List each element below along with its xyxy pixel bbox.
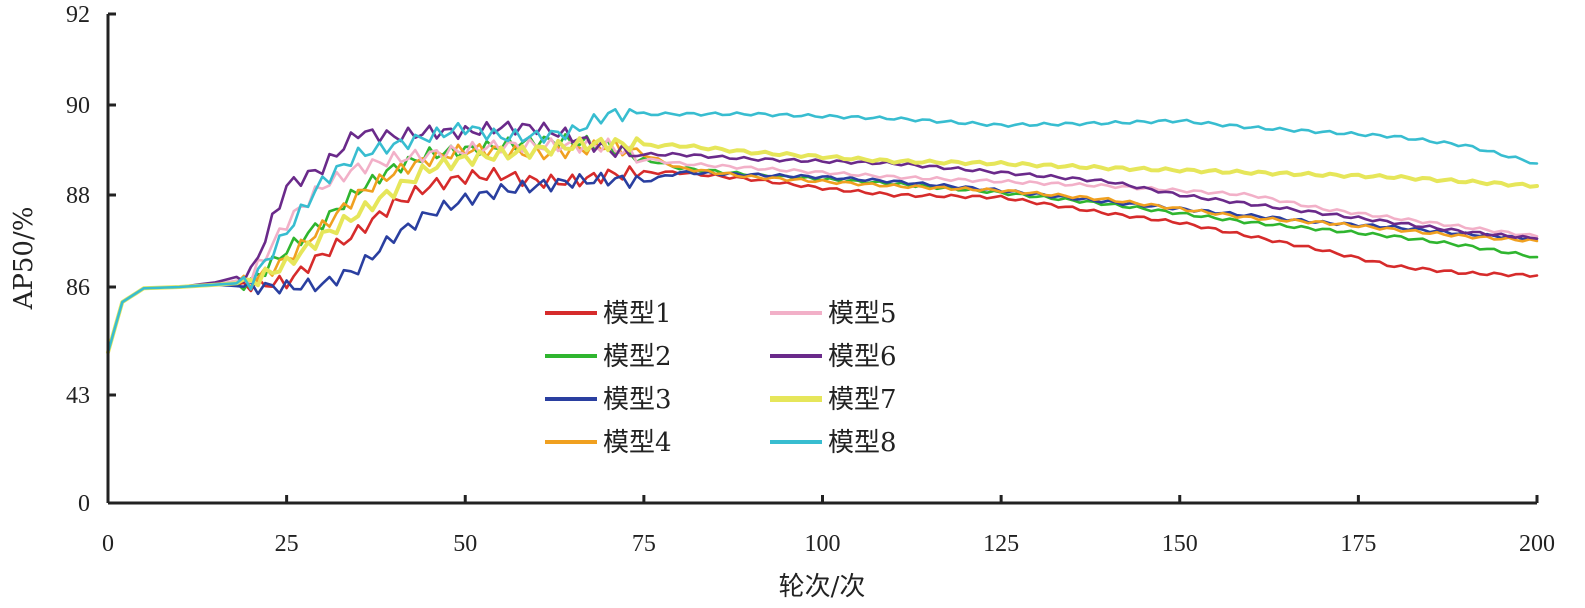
series-line-4 xyxy=(106,139,1539,354)
y-tick-label: 88 xyxy=(66,183,90,209)
x-tick-label: 50 xyxy=(453,531,477,557)
x-tick-label: 175 xyxy=(1340,531,1376,557)
legend-label: 模型2 xyxy=(603,342,672,372)
y-tick-label: 43 xyxy=(66,383,90,409)
series-line-2 xyxy=(106,133,1539,354)
x-tick-label: 200 xyxy=(1519,531,1555,557)
axes xyxy=(106,14,1537,505)
legend-label: 模型7 xyxy=(828,385,897,415)
series-lines xyxy=(106,108,1539,355)
series-line-6 xyxy=(106,120,1539,354)
legend-label: 模型6 xyxy=(828,342,897,372)
y-tick-label: 86 xyxy=(66,275,90,301)
series-line-3 xyxy=(106,170,1539,354)
legend-label: 模型8 xyxy=(828,428,897,458)
x-tick-label: 75 xyxy=(632,531,656,557)
x-ticks: 0 25 50 75 100 125 150 175 200 xyxy=(102,495,1555,557)
legend-label: 模型5 xyxy=(828,299,897,329)
x-tick-label: 0 xyxy=(102,531,114,557)
x-axis-title: 轮次/次 xyxy=(779,572,866,602)
legend-label: 模型3 xyxy=(603,385,672,415)
x-tick-label: 25 xyxy=(275,531,299,557)
y-ticks: 0 43 86 88 90 92 xyxy=(66,2,116,517)
series-line-1 xyxy=(106,165,1539,354)
y-tick-label: 92 xyxy=(66,2,90,28)
series-line-5 xyxy=(106,137,1539,354)
x-tick-label: 150 xyxy=(1162,531,1198,557)
y-axis-title: AP50/% xyxy=(9,207,39,311)
legend-label: 模型4 xyxy=(603,428,672,458)
legend: 模型1 模型2 模型3 模型4 模型5 模型6 模型7 模型8 xyxy=(545,299,897,458)
series-line-8 xyxy=(106,108,1539,354)
legend-label: 模型1 xyxy=(603,299,672,329)
x-tick-label: 125 xyxy=(983,531,1019,557)
x-tick-label: 100 xyxy=(805,531,841,557)
y-tick-label: 90 xyxy=(66,93,90,119)
series-line-7 xyxy=(106,136,1539,355)
y-tick-label: 0 xyxy=(78,491,90,517)
